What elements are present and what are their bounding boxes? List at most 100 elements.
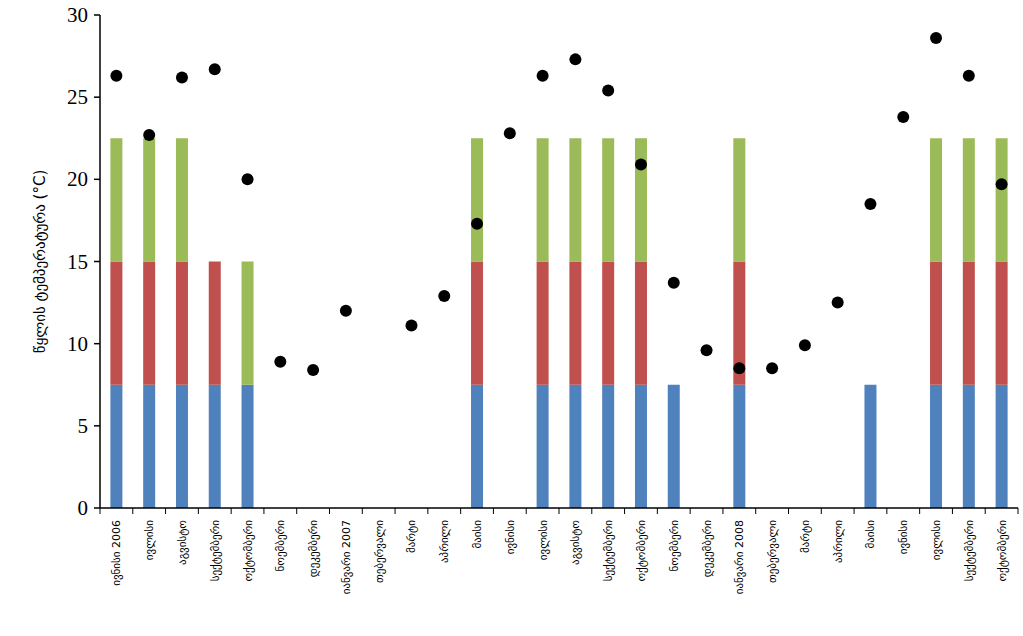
bar [996,385,1008,508]
point [930,32,942,44]
bar [733,262,745,385]
bar [176,138,188,261]
point [569,53,581,65]
x-tick-label: ნოემბერი [668,520,681,572]
bar [471,385,483,508]
x-tick [460,508,461,514]
x-tick-label: იანვარი 2008 [733,520,746,594]
point [274,356,286,368]
point [209,63,221,75]
point [799,339,811,351]
x-tick [1018,508,1019,514]
bar [602,262,614,385]
y-tick-label: 10 [67,332,88,356]
x-tick-label: სექტემბერი [209,520,222,582]
point [405,320,417,332]
bar [176,385,188,508]
bar [996,262,1008,385]
x-tick [591,508,592,514]
x-tick [821,508,822,514]
y-tick-label: 30 [67,3,88,27]
bar [996,138,1008,261]
y-tick-label: 5 [78,414,89,438]
bar [537,385,549,508]
bar [930,385,942,508]
bar [668,385,680,508]
point [471,218,483,230]
point [897,111,909,123]
x-tick-label: იანვარი 2007 [340,520,353,594]
point [963,70,975,82]
bar [110,138,122,261]
point [537,70,549,82]
x-tick [559,508,560,514]
x-tick-label: მარტი [799,520,812,553]
bar [733,138,745,261]
y-tick [94,179,100,181]
x-tick-label: აგვისტო [569,520,582,565]
y-tick [94,425,100,427]
plot-marks [110,32,1007,508]
bar [569,262,581,385]
x-tick-label: ივლისი [930,520,943,560]
y-tick [94,343,100,345]
point [635,159,647,171]
y-axis-title: წყლის ტემპერატურა (°C) [31,170,49,354]
bar [635,138,647,261]
x-tick-label: ივნისი [504,520,517,555]
x-tick-label: ოქტომბერი [635,520,648,582]
chart: 051015202530ივნისი 2006ივლისიაგვისტოსექტ… [0,0,1023,636]
x-tick-label: სექტემბერი [602,520,615,582]
x-tick-label: მარტი [405,520,418,553]
y-tick-label: 25 [67,85,88,109]
x-tick-label: დეკემბერი [701,520,714,578]
point [864,198,876,210]
bar [864,385,876,508]
x-tick-label: აპრილი [832,520,845,563]
bar [209,262,221,385]
x-tick-label: სექტემბერი [963,520,976,582]
x-tick-label: თებერვალი [373,520,386,583]
bar [143,385,155,508]
point [766,362,778,374]
point [996,178,1008,190]
x-tick [100,508,101,514]
point [176,71,188,83]
bar [176,262,188,385]
x-tick [329,508,330,514]
point [733,362,745,374]
x-tick [690,508,691,514]
point [110,70,122,82]
x-tick [395,508,396,514]
point [340,305,352,317]
bar [963,385,975,508]
x-tick-label: ოქტომბერი [242,520,255,582]
y-tick-label: 20 [67,167,88,191]
x-tick [985,508,986,514]
bar [537,262,549,385]
x-tick [132,508,133,514]
x-tick-label: დეკემბერი [307,520,320,578]
bar [569,138,581,261]
x-tick [624,508,625,514]
y-tick [94,507,100,509]
bar [209,385,221,508]
bar [471,138,483,261]
x-tick [854,508,855,514]
bar [635,262,647,385]
y-tick-label: 15 [67,250,88,274]
y-tick-label: 0 [78,496,89,520]
bar [242,262,254,385]
x-tick [362,508,363,514]
x-tick-label: ივლისი [537,520,550,560]
x-tick [526,508,527,514]
bar [930,138,942,261]
bar [471,262,483,385]
x-tick [755,508,756,514]
x-tick [231,508,232,514]
x-tick [919,508,920,514]
bar [602,138,614,261]
point [504,127,516,139]
x-tick [952,508,953,514]
bar [143,138,155,261]
